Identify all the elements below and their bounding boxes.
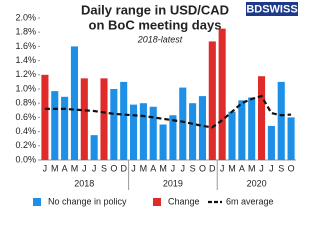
bar [248, 97, 256, 160]
legend-label: Change [168, 196, 200, 206]
chart-title: on BoC meeting days [89, 17, 222, 32]
bar [277, 81, 285, 160]
legend-swatch [33, 198, 41, 206]
x-tick-label: M [228, 163, 236, 173]
x-group-label: 2019 [163, 178, 183, 188]
legend-swatch [153, 198, 161, 206]
y-tick-label: 2.0% [15, 12, 36, 22]
x-tick-label: A [62, 163, 68, 173]
x-tick-label: M [248, 163, 256, 173]
y-tick-label: 1.0% [15, 83, 36, 93]
legend-label: 6m average [226, 196, 274, 206]
bar [228, 111, 236, 160]
bar [90, 135, 98, 160]
bar [169, 115, 177, 160]
x-tick-label: M [51, 163, 59, 173]
bar [179, 87, 187, 160]
bar [287, 117, 295, 160]
y-tick-label: 1.8% [15, 27, 36, 37]
x-tick-label: S [278, 163, 284, 173]
x-tick-label: J [171, 163, 176, 173]
line [44, 94, 292, 129]
bar [198, 96, 207, 160]
x-tick-label: M [159, 163, 167, 173]
chart-subtitle: 2018-latest [137, 34, 183, 44]
y-tick-label: 0.4% [15, 126, 36, 136]
bar [110, 89, 118, 160]
legend-label: No change in policy [48, 196, 127, 206]
bar [120, 81, 128, 160]
bar [149, 106, 157, 160]
y-tick-label: 1.6% [15, 41, 36, 51]
x-tick-label: J [259, 163, 264, 173]
bar [139, 103, 147, 160]
x-tick-label: J [269, 163, 274, 173]
y-tick-label: 0.2% [15, 140, 36, 150]
x-tick-label: A [150, 163, 156, 173]
x-tick-label: S [190, 163, 196, 173]
bar [218, 28, 226, 161]
x-tick-label: O [110, 163, 117, 173]
y-tick-label: 0.0% [15, 154, 36, 164]
bar [238, 100, 246, 160]
bar [61, 96, 69, 160]
logo: BDSWISS [246, 3, 297, 15]
y-tick-label: 1.4% [15, 55, 36, 65]
bar [129, 104, 138, 160]
bar [267, 125, 275, 160]
x-tick-label: J [43, 163, 48, 173]
x-group-label: 2020 [247, 178, 267, 188]
bar [257, 76, 266, 160]
bar [208, 41, 216, 160]
bar [41, 74, 49, 160]
x-tick-label: J [82, 163, 87, 173]
chart: Daily range in USD/CAD on BoC meeting da… [15, 2, 298, 207]
x-tick-label: A [239, 163, 245, 173]
chart-title: Daily range in USD/CAD [81, 2, 229, 17]
x-tick-label: M [71, 163, 79, 173]
y-tick-label: 1.2% [15, 69, 36, 79]
bar [80, 78, 88, 160]
y-tick-label: 0.8% [15, 98, 36, 108]
bar [100, 78, 108, 160]
bar [70, 46, 79, 160]
x-tick-label: O [199, 163, 206, 173]
x-tick-label: J [181, 163, 186, 173]
x-tick-label: J [131, 163, 136, 173]
bar [189, 103, 197, 160]
y-tick-label: 0.6% [15, 112, 36, 122]
bar [159, 124, 167, 160]
x-group-label: 2018 [74, 178, 94, 188]
x-tick-label: D [120, 163, 127, 173]
x-tick-label: J [92, 163, 97, 173]
x-tick-label: O [288, 163, 295, 173]
bar [51, 91, 59, 160]
x-tick-label: S [101, 163, 107, 173]
logo-box [246, 2, 298, 16]
x-tick-label: J [220, 163, 225, 173]
x-tick-label: M [140, 163, 148, 173]
x-tick-label: D [209, 163, 216, 173]
